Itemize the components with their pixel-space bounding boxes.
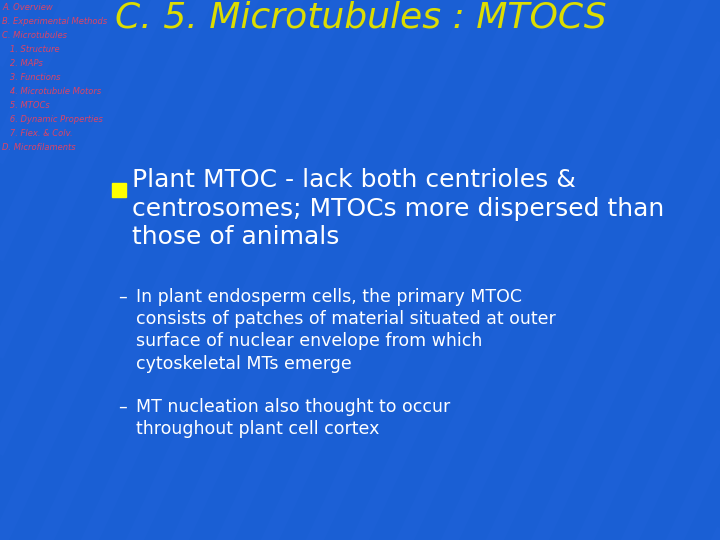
Text: 1. Structure: 1. Structure — [2, 45, 60, 54]
Text: 3. Functions: 3. Functions — [2, 73, 60, 82]
Bar — [112, 183, 126, 197]
Text: MT nucleation also thought to occur
throughout plant cell cortex: MT nucleation also thought to occur thro… — [136, 398, 450, 438]
Text: A. Overview: A. Overview — [2, 3, 53, 12]
Text: –: – — [118, 288, 127, 306]
Text: C. Microtubules: C. Microtubules — [2, 31, 67, 40]
Text: In plant endosperm cells, the primary MTOC
consists of patches of material situa: In plant endosperm cells, the primary MT… — [136, 288, 556, 373]
Text: 4. Microtubule Motors: 4. Microtubule Motors — [2, 87, 102, 96]
Text: 5. MTOCs: 5. MTOCs — [2, 101, 50, 110]
Text: 6. Dynamic Properties: 6. Dynamic Properties — [2, 115, 103, 124]
Text: 2. MAPs: 2. MAPs — [2, 59, 43, 68]
Text: B. Experimental Methods: B. Experimental Methods — [2, 17, 107, 26]
Text: 7. Flex. & Colv.: 7. Flex. & Colv. — [2, 129, 73, 138]
Text: Plant MTOC - lack both centrioles &
centrosomes; MTOCs more dispersed than
those: Plant MTOC - lack both centrioles & cent… — [132, 168, 665, 249]
Text: D. Microfilaments: D. Microfilaments — [2, 143, 76, 152]
Text: –: – — [118, 398, 127, 416]
Text: C. 5. Microtubules : MTOCS: C. 5. Microtubules : MTOCS — [115, 0, 607, 34]
